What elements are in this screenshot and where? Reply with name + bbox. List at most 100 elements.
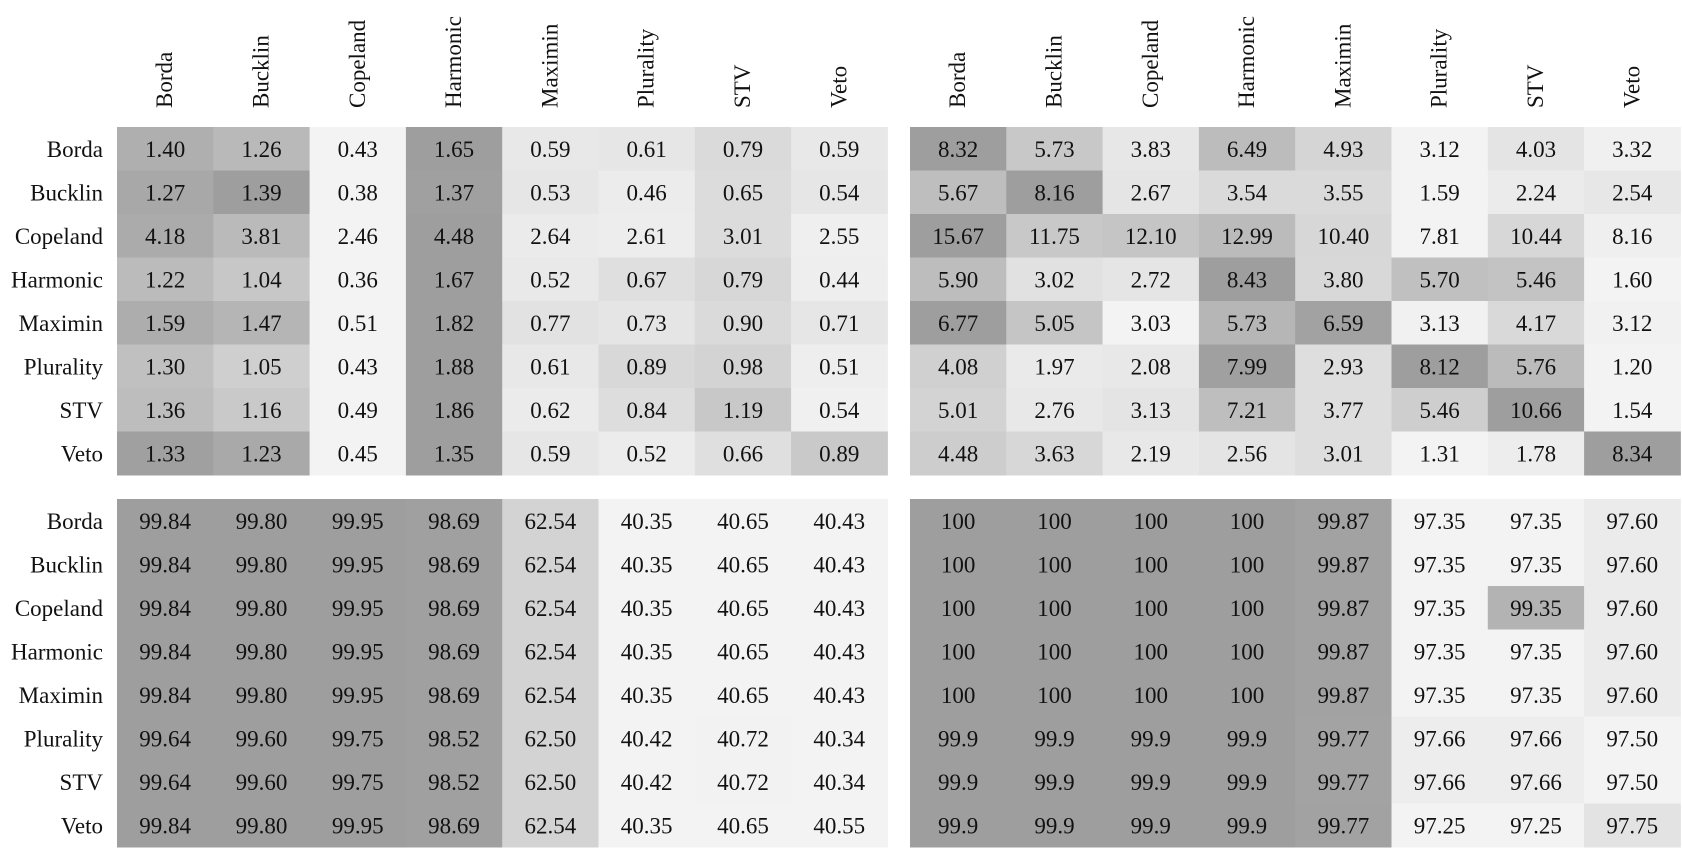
heatmap-cell [1006,344,1104,389]
cell-value: 1.97 [1034,354,1074,379]
heatmap-cell [1006,431,1104,476]
column-header: Plurality [634,28,659,108]
column-header: Copeland [345,19,370,108]
cell-value: 1.16 [241,398,281,423]
cell-value: 40.42 [621,726,673,751]
cell-value: 5.76 [1516,354,1556,379]
heatmap-cells: 1.40 1.26 0.43 1.65 0.59 0.61 0.79 0.59 1.27 1.39… [117,127,1681,848]
cell-value: 97.35 [1510,639,1562,664]
cell-value: 99.80 [236,552,288,577]
heatmap-cell [502,214,599,258]
column-header: Plurality [1427,28,1452,108]
heatmap-cell [117,586,214,630]
cell-value: 97.35 [1414,509,1466,534]
cell-value: 6.77 [938,311,978,336]
heatmap-cell [1198,170,1296,215]
cell-value: 8.43 [1227,267,1267,292]
cell-value: 1.88 [434,354,474,379]
cell-value: 3.81 [241,224,281,249]
heatmap-cell [309,344,407,389]
heatmap-cell [1391,388,1489,432]
heatmap-cell [1295,716,1392,761]
column-header: Harmonic [1234,16,1259,108]
heatmap-cell [910,586,1007,630]
cell-value: 97.75 [1606,813,1658,838]
cell-value: 5.01 [938,398,978,423]
cell-value: 97.66 [1414,726,1466,751]
cell-value: 40.43 [813,596,865,621]
cell-value: 0.46 [627,180,667,205]
heatmap-cell [405,629,503,674]
heatmap-cell [117,431,214,476]
cell-value: 12.99 [1221,224,1273,249]
heatmap-cell [1487,344,1585,389]
cell-value: 1.82 [434,311,474,336]
column-header: Copeland [1138,19,1163,108]
cell-value: 99.87 [1317,509,1369,534]
heatmap-cell [502,344,599,389]
cell-value: 3.13 [1131,398,1171,423]
cell-value: 97.35 [1414,683,1466,708]
row-label: Maximin [19,683,104,708]
cell-value: 0.38 [338,180,378,205]
cell-value: 97.60 [1606,639,1658,664]
heatmap-cell [405,257,503,302]
cell-value: 15.67 [932,224,984,249]
cell-value: 40.65 [717,639,769,664]
heatmap-cell [1295,431,1392,476]
cell-value: 62.50 [524,770,576,795]
cell-value: 4.48 [938,441,978,466]
cell-value: 5.70 [1420,267,1460,292]
cell-value: 100 [1037,596,1072,621]
heatmap-cell [117,499,214,543]
cell-value: 99.84 [139,683,191,708]
heatmap-cell [405,542,503,587]
cell-value: 12.10 [1125,224,1177,249]
cell-value: 5.46 [1420,398,1460,423]
heatmap-cell [1295,760,1392,804]
cell-value: 0.67 [627,267,667,292]
cell-value: 100 [1134,552,1169,577]
row-label: Bucklin [30,180,103,205]
heatmap-cell [502,499,599,543]
heatmap-cell [405,388,503,432]
cell-value: 1.35 [434,441,474,466]
heatmap-cell [694,586,792,630]
heatmap-cell [1487,586,1585,630]
cell-value: 99.9 [1034,770,1074,795]
heatmap-cell [1198,673,1296,717]
cell-value: 3.54 [1227,180,1268,205]
heatmap-cell [1391,716,1489,761]
heatmap-cell [1006,388,1104,432]
heatmap-cell [213,127,311,171]
cell-value: 40.43 [813,552,865,577]
cell-value: 97.35 [1414,552,1466,577]
cell-value: 100 [941,596,976,621]
cell-value: 2.54 [1612,180,1653,205]
heatmap-cell [117,542,214,587]
heatmap-cell [694,803,792,848]
cell-value: 0.84 [627,398,668,423]
cell-value: 99.95 [332,509,384,534]
cell-value: 4.17 [1516,311,1556,336]
cell-value: 62.54 [524,813,576,838]
cell-value: 99.75 [332,770,384,795]
cell-value: 99.77 [1317,726,1369,751]
heatmap-cell [1487,760,1585,804]
heatmap-cell [309,586,407,630]
heatmap-cell [1198,127,1296,171]
heatmap-cell [1198,214,1296,258]
heatmap-cell [213,542,311,587]
cell-value: 100 [941,683,976,708]
heatmap-cell [117,673,214,717]
heatmap-cell [598,586,696,630]
heatmap-cell [1295,214,1392,258]
cell-value: 8.16 [1034,180,1074,205]
cell-value: 1.20 [1612,354,1652,379]
cell-value: 3.63 [1034,441,1074,466]
heatmap-cell [1487,431,1585,476]
cell-value: 2.61 [627,224,667,249]
heatmap-cell [1487,214,1585,258]
cell-value: 100 [1230,552,1265,577]
cell-value: 11.75 [1029,224,1080,249]
